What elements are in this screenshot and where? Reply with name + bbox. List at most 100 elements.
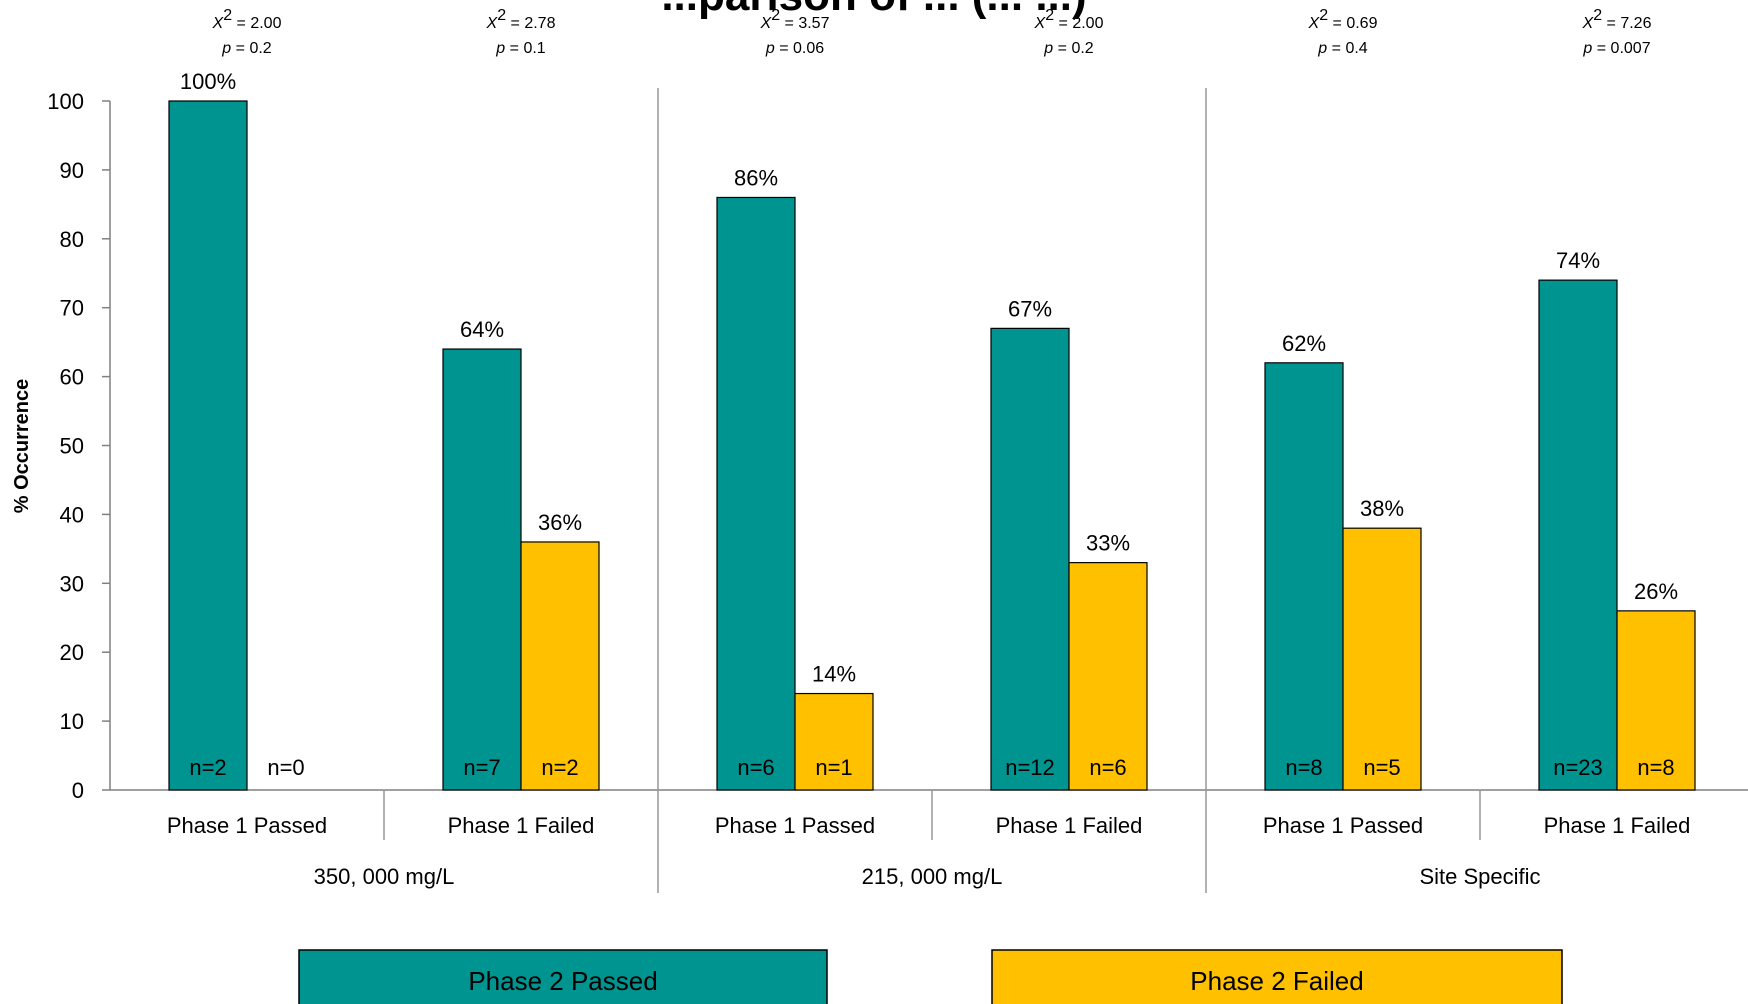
subgroup-label: Phase 1 Passed <box>167 813 327 838</box>
bar-value-label: 64% <box>460 317 504 342</box>
y-tick-label: 40 <box>60 502 84 527</box>
chi-square-equals: = <box>1328 15 1346 32</box>
p-value-stat: p = 0.1 <box>495 40 545 57</box>
bar-n-label: n=2 <box>189 755 226 780</box>
bar-n-label: n=7 <box>463 755 500 780</box>
p-value: 0.4 <box>1345 40 1367 57</box>
p-equals: = <box>1053 40 1071 57</box>
bar-n-label: n=5 <box>1363 755 1400 780</box>
chi-square-power: 2 <box>771 7 780 24</box>
chi-square-stat: X2 = 2.00 <box>1034 7 1104 33</box>
group-label: 350, 000 mg/L <box>314 864 455 889</box>
y-axis-label: % Occurrence <box>11 379 33 514</box>
chart-title: ...parison of ... (... ...) <box>661 0 1086 20</box>
legend-swatch-phase2-failed <box>991 949 1563 1004</box>
y-tick-label: 70 <box>60 296 84 321</box>
chi-square-stat: X2 = 2.00 <box>212 7 282 33</box>
bar-n-label: n=2 <box>541 755 578 780</box>
p-equals: = <box>505 40 523 57</box>
chi-square-annotations: X2 = 2.00p = 0.2X2 = 2.78p = 0.1X2 = 3.5… <box>212 7 1652 58</box>
chi-square-symbol: X <box>212 15 225 32</box>
legend-label: Phase 2 Failed <box>1190 966 1363 996</box>
p-equals: = <box>775 40 793 57</box>
bar-phase2-failed <box>1068 562 1148 791</box>
y-tick-label: 80 <box>60 227 84 252</box>
y-tick-label: 10 <box>60 709 84 734</box>
chi-square-stat: X2 = 7.26 <box>1582 7 1652 33</box>
subgroup-label: Phase 1 Failed <box>996 813 1143 838</box>
y-tick-label: 30 <box>60 571 84 596</box>
p-value-stat: p = 0.007 <box>1582 40 1650 57</box>
chi-square-value: 2.00 <box>1072 15 1103 32</box>
chi-square-stat: X2 = 3.57 <box>760 7 830 33</box>
p-symbol: p <box>1582 40 1592 57</box>
p-value-stat: p = 0.2 <box>221 40 271 57</box>
bar-n-label: n=6 <box>1089 755 1126 780</box>
bar-n-label: n=1 <box>815 755 852 780</box>
subgroup-label: Phase 1 Failed <box>448 813 595 838</box>
p-value: 0.007 <box>1611 40 1651 57</box>
chi-square-equals: = <box>1054 15 1072 32</box>
chi-square-stat: X2 = 2.78 <box>486 7 556 33</box>
subgroup-label: Phase 1 Passed <box>715 813 875 838</box>
p-symbol: p <box>221 40 231 57</box>
y-tick-label: 90 <box>60 158 84 183</box>
chi-square-power: 2 <box>1593 7 1602 24</box>
bar-value-label: 33% <box>1086 531 1130 556</box>
p-equals: = <box>1327 40 1345 57</box>
legend-label: Phase 2 Passed <box>468 966 657 996</box>
chi-square-symbol: X <box>1582 15 1595 32</box>
y-tick-label: 0 <box>72 778 84 803</box>
bar-value-label: 86% <box>734 165 778 190</box>
p-value: 0.2 <box>249 40 271 57</box>
bar-phase2-failed <box>1342 527 1422 791</box>
p-value: 0.06 <box>793 40 824 57</box>
bar-phase2-passed <box>716 196 796 791</box>
chi-square-stat: X2 = 0.69 <box>1308 7 1378 33</box>
chi-square-power: 2 <box>497 7 506 24</box>
bar-value-label: 100% <box>180 69 236 94</box>
bar-value-label: 38% <box>1360 496 1404 521</box>
chi-square-value: 0.69 <box>1346 15 1377 32</box>
legend: Phase 2 Passed Phase 2 Failed <box>298 949 1563 1004</box>
bar-n-label: n=12 <box>1005 755 1055 780</box>
bar-phase2-passed <box>990 327 1070 791</box>
chi-square-value: 2.00 <box>250 15 281 32</box>
chi-square-equals: = <box>232 15 250 32</box>
bar-n-label: n=0 <box>267 755 304 780</box>
chi-square-equals: = <box>1602 15 1620 32</box>
y-tick-label: 60 <box>60 365 84 390</box>
chi-square-value: 2.78 <box>524 15 555 32</box>
chi-square-symbol: X <box>760 15 773 32</box>
subgroup-label: Phase 1 Passed <box>1263 813 1423 838</box>
y-tick-label: 50 <box>60 434 84 459</box>
bar-n-label: n=8 <box>1637 755 1674 780</box>
p-equals: = <box>1592 40 1610 57</box>
chi-square-power: 2 <box>1319 7 1328 24</box>
chi-square-symbol: X <box>1308 15 1321 32</box>
bar-phase2-passed <box>168 100 248 791</box>
bar-value-label: 36% <box>538 510 582 535</box>
bar-phase2-failed <box>520 541 600 791</box>
bar-value-label: 62% <box>1282 331 1326 356</box>
bar-series <box>168 100 1696 791</box>
y-tick-label: 20 <box>60 640 84 665</box>
chi-square-equals: = <box>780 15 798 32</box>
bar-n-label: n=23 <box>1553 755 1603 780</box>
p-symbol: p <box>765 40 775 57</box>
p-value-stat: p = 0.4 <box>1317 40 1367 57</box>
bar-value-label: 74% <box>1556 248 1600 273</box>
category-labels: 350, 000 mg/L Phase 1 Passed 100% n=2 n=0 Pha… <box>167 69 1691 889</box>
bar-value-label: 14% <box>812 662 856 687</box>
bar-n-label: n=6 <box>737 755 774 780</box>
p-value-stat: p = 0.06 <box>765 40 824 57</box>
group-label: 215, 000 mg/L <box>862 864 1003 889</box>
bar-phase2-passed <box>1264 362 1344 791</box>
p-symbol: p <box>1043 40 1053 57</box>
bar-phase2-failed <box>794 692 874 791</box>
axes: 0 10 20 30 40 50 60 70 80 90 100 <box>47 88 1748 893</box>
bar-phase2-passed <box>442 348 522 791</box>
p-value: 0.2 <box>1071 40 1093 57</box>
p-symbol: p <box>1317 40 1327 57</box>
bar-phase2-passed <box>1538 279 1618 791</box>
